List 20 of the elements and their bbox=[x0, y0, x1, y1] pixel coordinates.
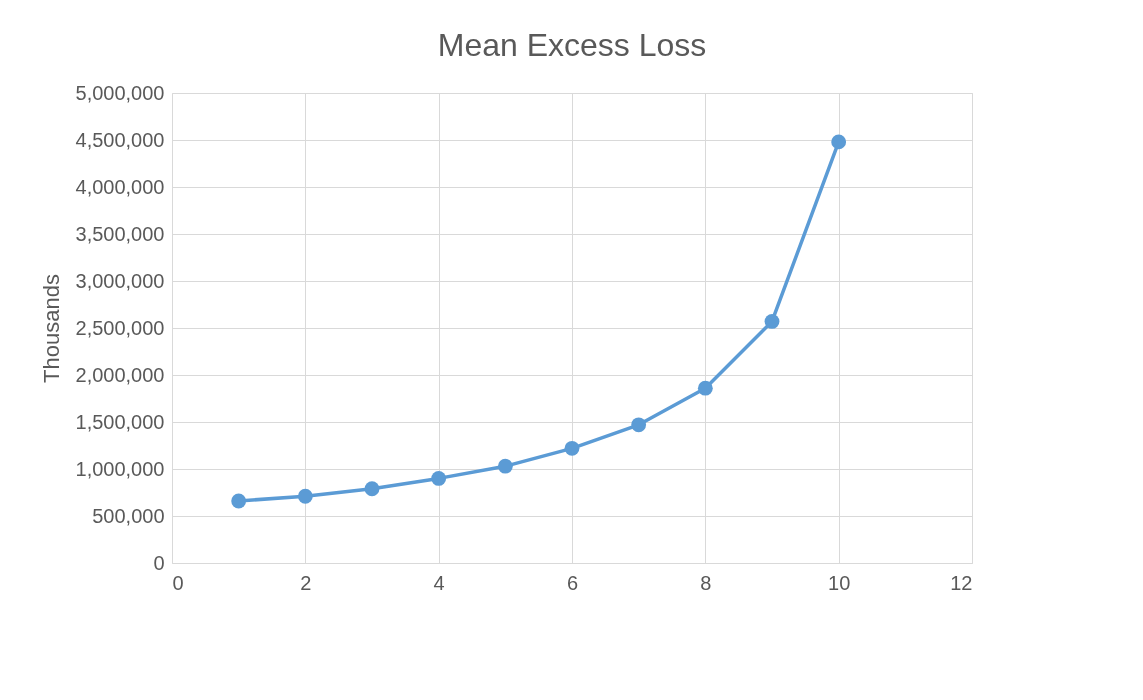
y-tick-label: 4,000,000 bbox=[75, 175, 165, 198]
x-tick-label: 8 bbox=[700, 571, 712, 594]
y-tick-label: 3,500,000 bbox=[75, 222, 165, 245]
y-tick-label: 2,000,000 bbox=[75, 363, 165, 386]
chart-title: Mean Excess Loss bbox=[437, 27, 707, 63]
x-tick-label: 12 bbox=[950, 571, 973, 594]
y-axis-title: Thousands bbox=[38, 274, 64, 383]
x-tick-label: 2 bbox=[300, 571, 312, 594]
y-tick-label: 0 bbox=[153, 551, 165, 574]
x-tick-label: 0 bbox=[172, 571, 184, 594]
y-tick-label: 4,500,000 bbox=[75, 128, 165, 151]
y-tick-label: 1,000,000 bbox=[75, 457, 165, 480]
x-tick-label: 10 bbox=[828, 571, 851, 594]
x-tick-label: 4 bbox=[433, 571, 445, 594]
y-tick-label: 5,000,000 bbox=[75, 81, 165, 104]
y-tick-label: 2,500,000 bbox=[75, 316, 165, 339]
y-tick-label: 3,000,000 bbox=[75, 269, 165, 292]
x-tick-label: 6 bbox=[566, 571, 579, 594]
y-tick-label: 1,500,000 bbox=[75, 410, 165, 433]
y-tick-label: 500,000 bbox=[92, 504, 165, 527]
